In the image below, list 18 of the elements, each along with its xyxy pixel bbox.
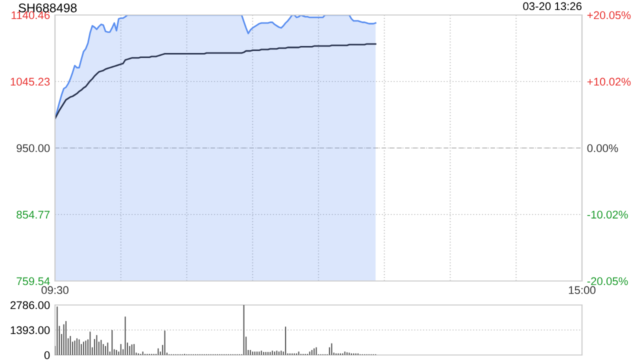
x-tick-label: 15:00 (568, 286, 596, 294)
y2-tick-label: -10.02% (587, 210, 628, 219)
y2-tick-label: +10.02% (587, 78, 631, 86)
y-tick-label: 854.77 (16, 210, 50, 219)
text: 03-20 13:26 (523, 2, 582, 10)
line-series (55, 43, 376, 120)
y2-tick-label: +20.05% (587, 11, 631, 20)
y-tick-label: 1140.46 (12, 11, 50, 20)
x-tick-label: 09:30 (42, 286, 68, 294)
y-tick-label: 0 (44, 351, 50, 360)
y2-tick-label: 0.00% (587, 144, 618, 152)
y-tick-label: 1393.00 (10, 326, 50, 334)
y-tick-label: 2786.00 (10, 301, 50, 310)
y-tick-label: 759.54 (16, 277, 50, 286)
chart-title: SH688498 (18, 3, 77, 12)
y-tick-label: 950.00 (16, 144, 50, 152)
y-tick-label: 1045.23 (10, 78, 50, 86)
y2-tick-label: -20.05% (587, 277, 628, 286)
